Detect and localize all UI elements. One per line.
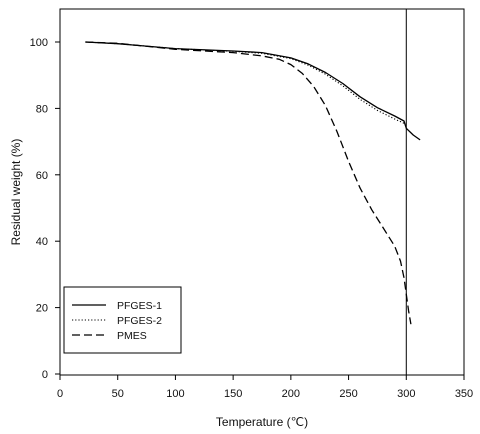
y-tick-label: 60 [36, 170, 48, 182]
x-tick-label: 350 [455, 388, 473, 400]
x-tick-label: 250 [339, 388, 357, 400]
legend-label: PMES [117, 330, 147, 342]
y-axis-label: Residual weight (%) [9, 139, 23, 246]
series-line-pmes [85, 41, 412, 325]
x-axis-ticks: 0 50 100 150 200 250 300 350 [57, 375, 473, 400]
y-tick-label: 40 [36, 236, 48, 248]
legend-label: PFGES-2 [117, 315, 162, 327]
plot-frame [59, 8, 465, 376]
y-tick-label: 0 [42, 369, 48, 381]
series-line-pfges-1 [85, 41, 421, 141]
y-tick-label: 100 [30, 37, 48, 49]
x-tick-label: 200 [282, 388, 300, 400]
x-tick-label: 0 [57, 388, 63, 400]
legend-entries: PFGES-1 PFGES-2 PMES [72, 300, 162, 342]
y-axis-ticks: 0 20 40 60 80 100 [30, 37, 60, 381]
series-line-pfges-2 [85, 41, 405, 124]
legend: PFGES-1 PFGES-2 PMES [63, 286, 182, 354]
x-tick-label: 50 [112, 388, 124, 400]
x-tick-label: 300 [397, 388, 415, 400]
legend-box [63, 286, 182, 354]
x-axis-label: Temperature (℃) [216, 415, 308, 429]
legend-label: PFGES-1 [117, 300, 162, 312]
series-lines [85, 41, 421, 325]
y-tick-label: 80 [36, 103, 48, 115]
x-tick-label: 100 [166, 388, 184, 400]
y-tick-label: 20 [36, 303, 48, 315]
x-tick-label: 150 [224, 388, 242, 400]
